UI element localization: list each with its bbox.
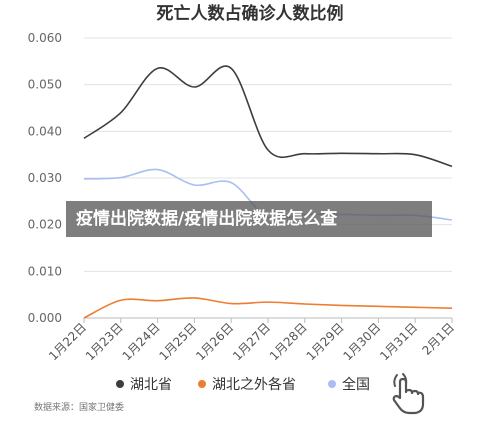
x-tick-label: 1月25日 bbox=[156, 320, 199, 363]
series-line bbox=[83, 297, 453, 319]
y-tick-label: 0.020 bbox=[28, 218, 62, 232]
grid bbox=[84, 37, 452, 319]
legend: 湖北省 湖北之外各省 全国 bbox=[116, 376, 370, 393]
y-tick-label: 0.010 bbox=[28, 264, 62, 278]
pointing-hand-icon[interactable] bbox=[387, 372, 431, 416]
legend-label: 全国 bbox=[342, 376, 370, 393]
legend-marker bbox=[328, 380, 336, 388]
source-note: 数据来源：国家卫健委 bbox=[34, 401, 124, 413]
x-tick-label: 1月22日 bbox=[46, 320, 89, 363]
x-tick-label: 1月29日 bbox=[304, 320, 347, 363]
x-tick-label: 1月27日 bbox=[230, 320, 273, 363]
x-tick-label: 1月28日 bbox=[267, 320, 310, 363]
legend-marker bbox=[116, 380, 124, 388]
legend-marker bbox=[198, 380, 206, 388]
x-tick-label: 1月23日 bbox=[83, 320, 126, 363]
legend-label: 湖北省 bbox=[130, 377, 172, 393]
x-tick-label: 2月1日 bbox=[419, 320, 457, 358]
x-tick-label: 1月30日 bbox=[340, 320, 383, 363]
y-tick-label: 0.030 bbox=[28, 171, 62, 185]
legend-label: 湖北之外各省 bbox=[212, 377, 296, 393]
y-tick-label: 0.040 bbox=[28, 124, 62, 138]
x-axis: 1月22日1月23日1月24日1月25日1月26日1月27日1月28日1月29日… bbox=[46, 318, 457, 363]
y-tick-label: 0.060 bbox=[28, 31, 62, 45]
chart-title: 死亡人数占确诊人数比例 bbox=[157, 3, 344, 24]
x-tick-label: 1月31日 bbox=[377, 320, 420, 363]
overlay-banner: 疫情出院数据/疫情出院数据怎么查 bbox=[66, 201, 432, 237]
series-lines bbox=[83, 65, 453, 319]
series-line bbox=[83, 65, 453, 168]
x-tick-label: 1月26日 bbox=[193, 320, 236, 363]
y-axis: 0.000 0.010 0.020 0.030 0.040 0.050 0.060 bbox=[28, 31, 62, 325]
x-tick-label: 1月24日 bbox=[120, 320, 163, 363]
y-tick-label: 0.000 bbox=[28, 311, 62, 325]
y-tick-label: 0.050 bbox=[28, 78, 62, 92]
